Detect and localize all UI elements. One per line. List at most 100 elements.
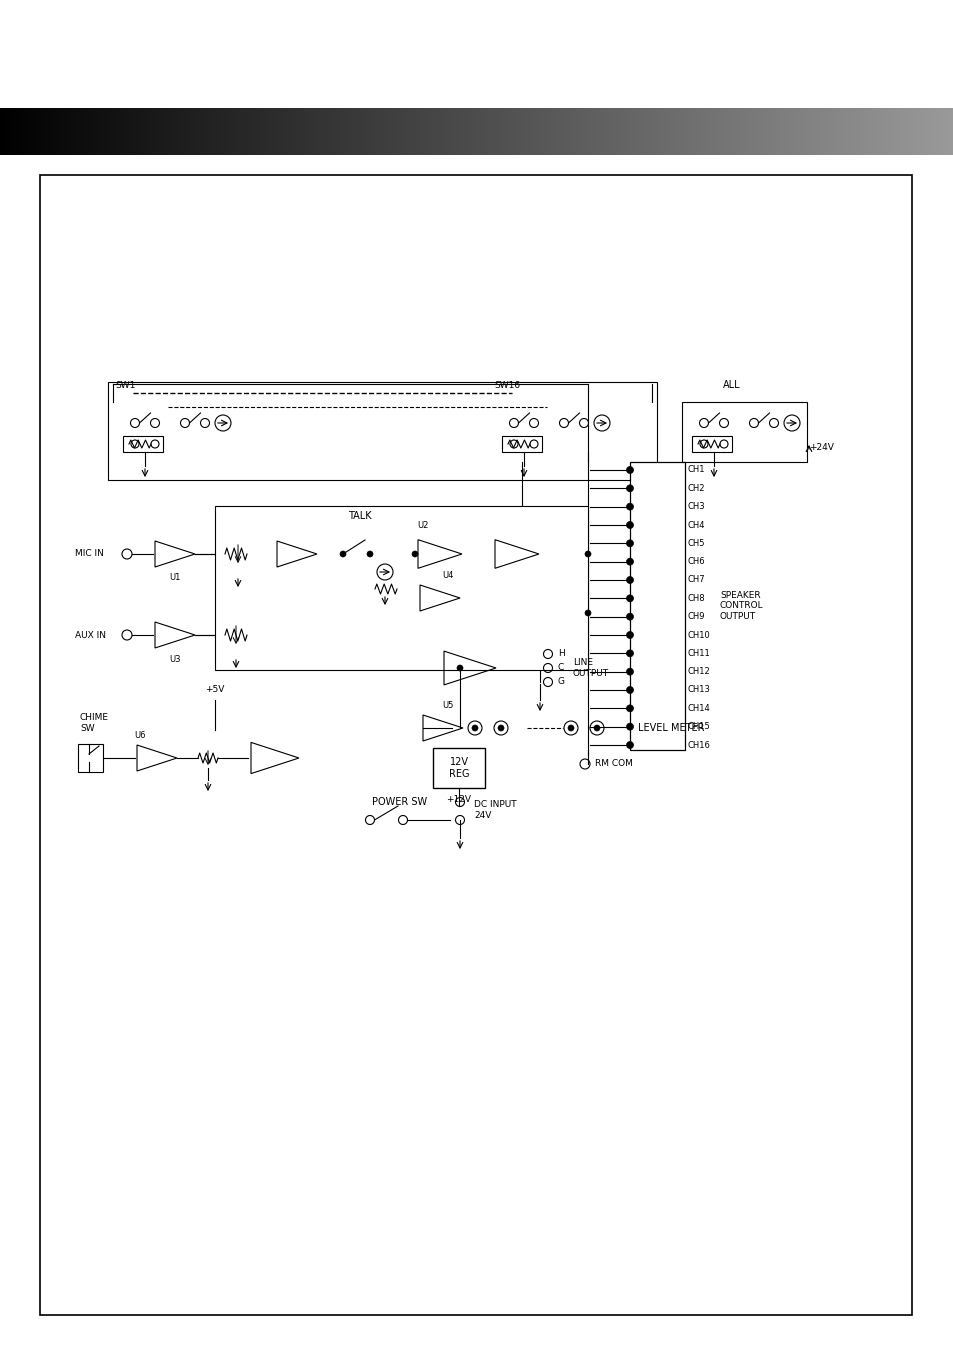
Bar — [893, 108, 894, 155]
Bar — [381, 108, 382, 155]
Bar — [747, 108, 748, 155]
Bar — [473, 108, 474, 155]
Circle shape — [626, 742, 633, 748]
Bar — [400, 108, 401, 155]
Bar — [157, 108, 158, 155]
Bar — [163, 108, 164, 155]
Bar — [254, 108, 255, 155]
Bar — [526, 108, 527, 155]
Bar — [675, 108, 676, 155]
Bar — [750, 108, 751, 155]
Bar — [418, 108, 419, 155]
Bar — [894, 108, 895, 155]
Bar — [427, 108, 428, 155]
Bar — [537, 108, 538, 155]
Bar — [81, 108, 82, 155]
Bar — [646, 108, 647, 155]
Bar — [949, 108, 950, 155]
Bar — [616, 108, 617, 155]
Bar — [309, 108, 310, 155]
Bar — [559, 108, 560, 155]
Bar — [853, 108, 854, 155]
Bar — [868, 108, 869, 155]
Bar — [874, 108, 875, 155]
Bar — [696, 108, 697, 155]
Bar — [582, 108, 583, 155]
Bar — [128, 108, 129, 155]
Bar — [402, 108, 403, 155]
Bar — [224, 108, 225, 155]
Bar — [578, 108, 579, 155]
Bar — [757, 108, 758, 155]
Text: SW16: SW16 — [494, 381, 519, 389]
Bar — [654, 108, 655, 155]
Text: CH11: CH11 — [687, 648, 710, 658]
Circle shape — [497, 725, 503, 731]
Bar — [173, 108, 174, 155]
Bar — [319, 108, 320, 155]
Bar — [320, 108, 322, 155]
Bar — [678, 108, 679, 155]
Bar — [854, 108, 855, 155]
Bar — [758, 108, 759, 155]
Bar — [60, 108, 61, 155]
Bar — [29, 108, 30, 155]
Bar — [601, 108, 602, 155]
Bar — [903, 108, 904, 155]
Bar — [283, 108, 284, 155]
Bar — [752, 108, 753, 155]
Bar — [37, 108, 38, 155]
Bar — [440, 108, 441, 155]
Bar — [935, 108, 936, 155]
Bar — [318, 108, 319, 155]
Bar — [485, 108, 486, 155]
Text: CHIME
SW: CHIME SW — [80, 713, 109, 732]
Bar — [850, 108, 851, 155]
Bar — [670, 108, 671, 155]
Bar — [695, 108, 696, 155]
Bar — [702, 108, 703, 155]
Bar — [735, 108, 737, 155]
Bar — [639, 108, 640, 155]
Bar — [792, 108, 793, 155]
Bar — [835, 108, 836, 155]
Bar — [143, 108, 144, 155]
Bar — [154, 108, 156, 155]
Bar — [428, 108, 429, 155]
Bar — [815, 108, 816, 155]
Bar — [931, 108, 932, 155]
Bar — [899, 108, 900, 155]
Bar — [43, 108, 44, 155]
Bar — [204, 108, 205, 155]
Bar — [294, 108, 295, 155]
Bar — [185, 108, 186, 155]
Bar — [856, 108, 857, 155]
Bar — [378, 108, 379, 155]
Bar — [32, 108, 33, 155]
Bar — [367, 108, 368, 155]
Bar — [644, 108, 645, 155]
Bar — [390, 108, 391, 155]
Bar — [930, 108, 931, 155]
Bar — [384, 108, 385, 155]
Bar — [475, 108, 476, 155]
Bar — [225, 108, 226, 155]
Bar — [451, 108, 452, 155]
Bar — [536, 108, 537, 155]
Bar — [614, 108, 615, 155]
Bar — [503, 108, 504, 155]
Bar — [310, 108, 311, 155]
Bar — [889, 108, 890, 155]
Bar — [207, 108, 208, 155]
Bar — [832, 108, 833, 155]
Bar — [50, 108, 51, 155]
Bar — [873, 108, 874, 155]
Bar — [262, 108, 263, 155]
Bar — [75, 108, 76, 155]
Bar — [168, 108, 169, 155]
Bar — [232, 108, 233, 155]
Bar — [925, 108, 926, 155]
Bar — [521, 108, 522, 155]
Bar — [200, 108, 201, 155]
Bar — [595, 108, 596, 155]
